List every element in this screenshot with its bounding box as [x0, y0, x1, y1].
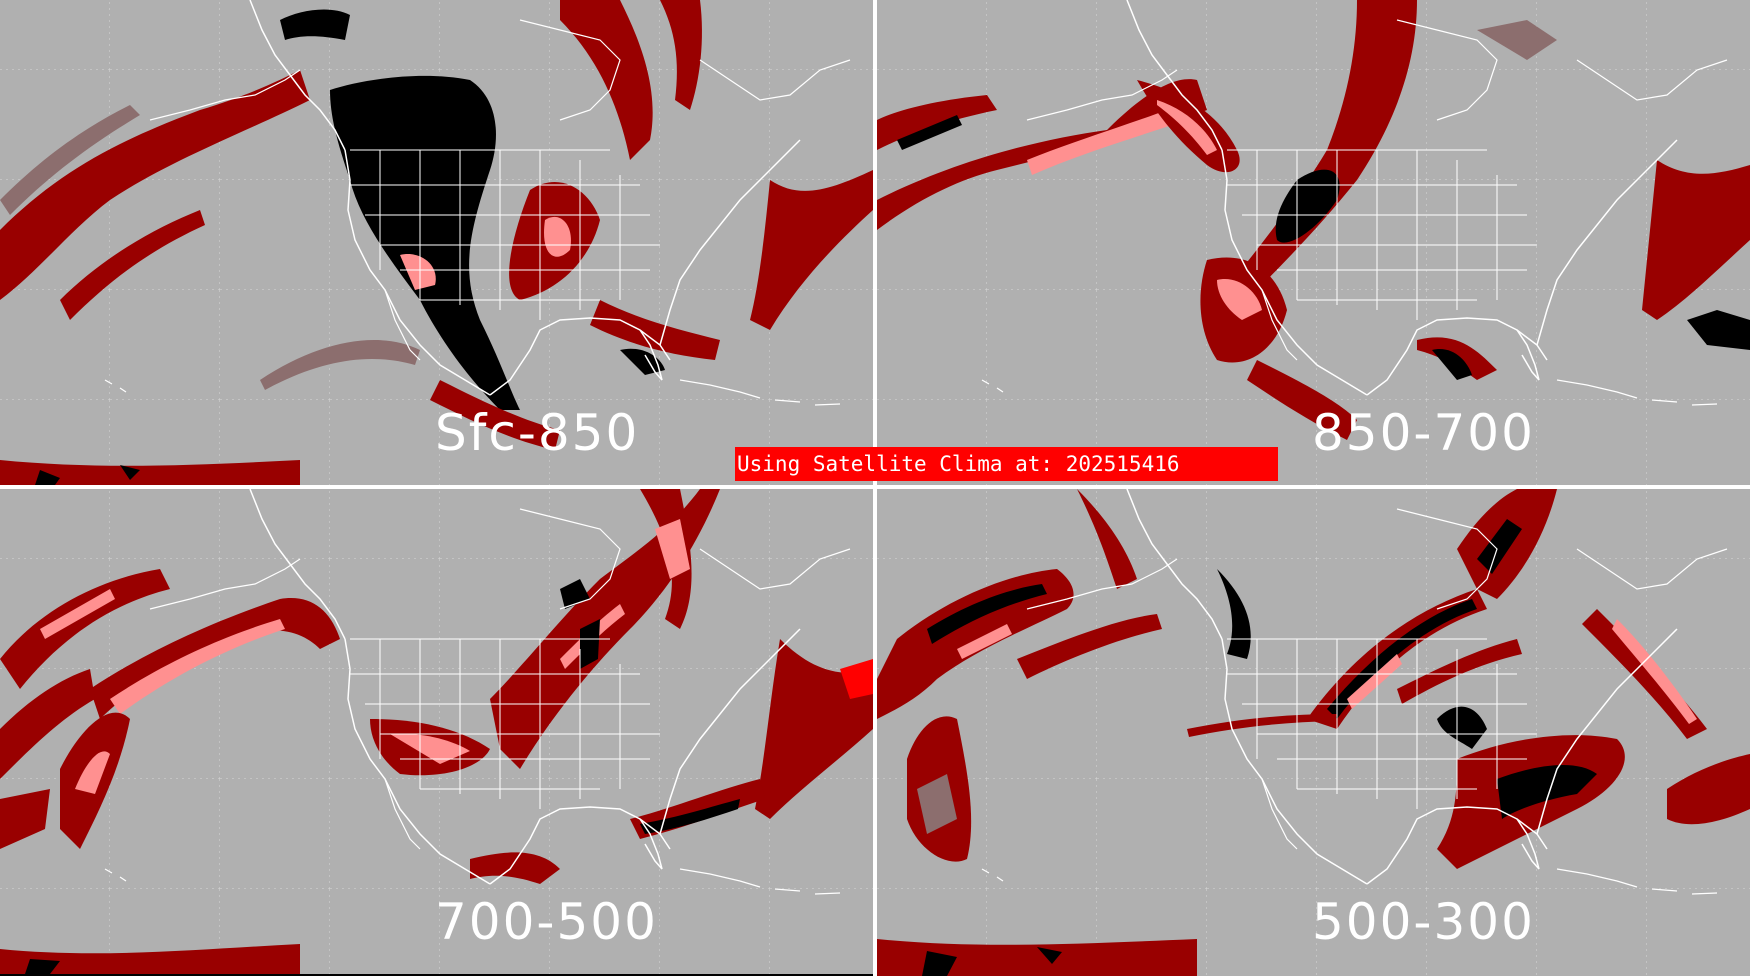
layer-label: 850-700 — [1312, 404, 1535, 462]
map-850-700 — [877, 0, 1750, 485]
panel-500-300: 500-300 — [877, 489, 1750, 976]
panel-sfc-850: Sfc-850 — [0, 0, 873, 485]
layer-label: Sfc-850 — [435, 404, 640, 462]
panel-700-500: 700-500 — [0, 489, 873, 974]
map-700-500 — [0, 489, 873, 974]
horizontal-divider — [0, 485, 1750, 489]
map-sfc-850 — [0, 0, 873, 485]
satellite-clima-banner: Using Satellite Clima at: 202515416 — [735, 447, 1278, 481]
panel-850-700: 850-700 — [877, 0, 1750, 485]
layer-label: 500-300 — [1312, 893, 1535, 951]
map-500-300 — [877, 489, 1750, 976]
layer-label: 700-500 — [435, 893, 658, 951]
